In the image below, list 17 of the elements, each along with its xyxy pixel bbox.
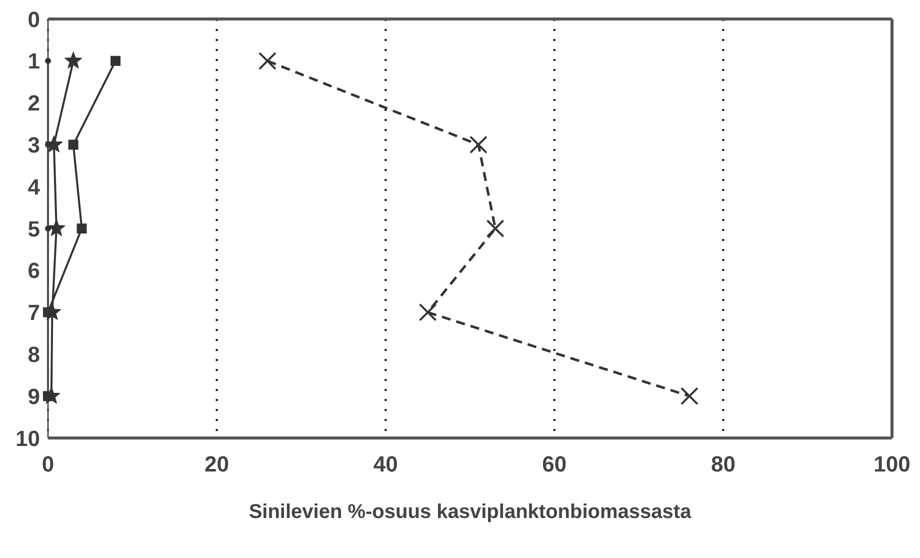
x-tick-label: 40 [373,452,398,477]
y-tick-label: 1 [28,48,40,74]
y-tick-label: 9 [28,384,40,409]
y-tick-label: 8 [28,342,40,368]
x-tick-label: 80 [710,452,736,477]
y-tick-label: 3 [28,132,40,158]
x-tick-label: 60 [542,452,567,477]
y-tick-label: 5 [28,216,40,242]
x-tick-label: 100 [874,452,910,477]
y-tick-label: 6 [28,258,40,284]
y-tick-label: 0 [28,6,40,32]
y-tick-label: 4 [28,174,41,200]
y-tick-label: 7 [28,300,40,326]
x-axis-title: Sinilevien %-osuus kasviplanktonbiomassasta [248,501,692,523]
x-tick-label: 20 [204,452,230,477]
y-tick-label: 2 [28,90,40,116]
y-tick-label: 10 [16,426,40,451]
